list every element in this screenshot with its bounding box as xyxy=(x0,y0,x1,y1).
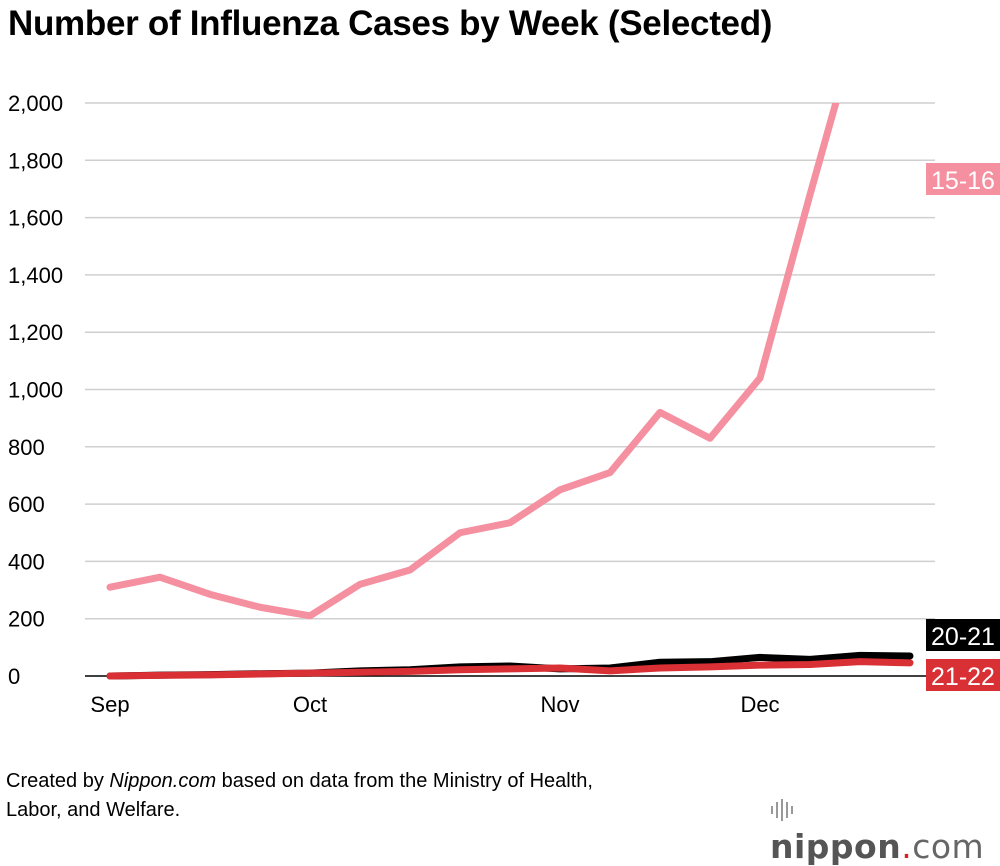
line-chart: 0 200 400 600 800 1,000 1,200 1,400 1,600 1,800 2,… xyxy=(8,91,1000,717)
nippon-logo: nippon.com xyxy=(770,788,1000,866)
y-tick-label: 2,000 xyxy=(8,91,63,116)
series-label-bg xyxy=(926,659,1000,691)
series-label: 21-22 xyxy=(931,663,995,691)
logo-bars-icon xyxy=(771,798,793,821)
series-line-21-22 xyxy=(106,658,914,680)
x-tick-label: Nov xyxy=(540,692,579,717)
x-tick-label: Oct xyxy=(293,692,327,717)
footer-suffix: based on data from the Ministry of Healt… xyxy=(216,770,593,792)
y-tick-label: 1,000 xyxy=(8,378,63,403)
x-tick-label: Dec xyxy=(740,692,779,717)
y-tick-label: 800 xyxy=(8,435,45,460)
y-tick-label: 400 xyxy=(8,549,45,574)
series-label-bg xyxy=(926,619,1000,651)
series-label: 15-16 xyxy=(931,167,995,195)
series-line-15-16 xyxy=(106,103,840,620)
y-tick-label: 200 xyxy=(8,607,45,632)
y-tick-label: 600 xyxy=(8,492,45,517)
x-tick-label: Sep xyxy=(90,692,129,717)
source-note: Created by Nippon.com based on data from… xyxy=(6,767,593,825)
footer-prefix: Created by xyxy=(6,770,110,792)
footer-line2: Labor, and Welfare. xyxy=(6,799,181,821)
chart-title: Number of Influenza Cases by Week (Selec… xyxy=(8,4,773,43)
y-tick-label: 1,200 xyxy=(8,320,63,345)
y-tick-label: 1,400 xyxy=(8,263,63,288)
series-label: 20-21 xyxy=(931,623,995,651)
y-tick-label: 1,600 xyxy=(8,206,63,231)
y-tick-label: 0 xyxy=(8,664,20,689)
footer-source: Nippon.com xyxy=(109,770,217,792)
series-label-bg xyxy=(926,163,1000,195)
y-tick-label: 1,800 xyxy=(8,148,63,173)
